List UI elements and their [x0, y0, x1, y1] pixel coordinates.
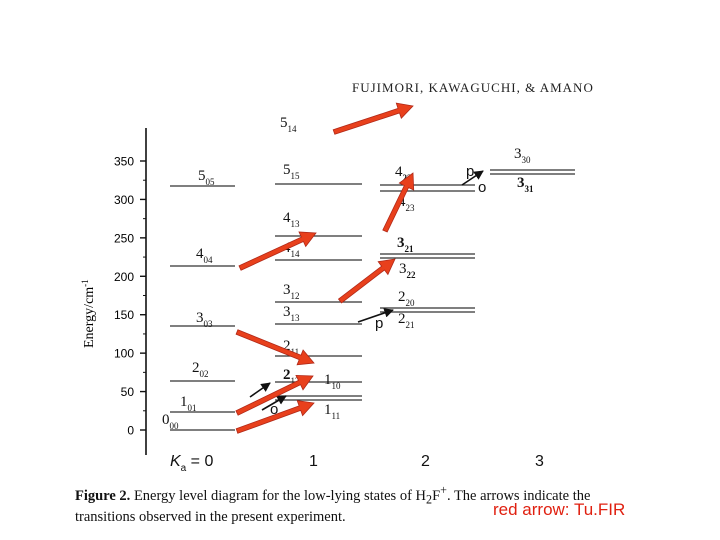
caption-sup: + [440, 483, 447, 497]
red-arrow-2 [235, 400, 315, 434]
y-tick-label-250: 250 [114, 231, 134, 245]
y-tick-label-100: 100 [114, 347, 134, 361]
level-label-3-31: 331 [517, 175, 534, 194]
level-label-3-30: 330 [514, 146, 531, 165]
level-label-2-12: 212 [283, 367, 300, 386]
branch-label-o-lower: o [270, 401, 278, 418]
red-arrow-group [235, 102, 415, 434]
black-arrow-o-k0-k1 [261, 395, 287, 411]
y-tick-label-0: 0 [127, 424, 134, 438]
caption-mid: F [432, 487, 441, 504]
level-label-3-21: 321 [397, 235, 414, 254]
ka-axis-label: Ka = 0 [170, 453, 213, 474]
ka-value-3: 3 [535, 453, 544, 470]
level-label-5-14: 514 [280, 115, 297, 134]
level-label-3-03: 303 [196, 310, 213, 329]
level-label-3-12: 312 [283, 282, 300, 301]
figure-label: Figure 2. [75, 487, 131, 504]
level-label-5-15: 515 [283, 162, 300, 181]
level-label-2-21: 221 [398, 311, 415, 330]
level-label-1-11: 111 [324, 402, 340, 421]
y-axis-ticks: 350 300 250 200 150 100 50 0 [114, 155, 146, 438]
red-arrow-5 [332, 102, 414, 135]
level-label-1-01: 101 [180, 394, 197, 413]
level-label-2-11: 211 [283, 338, 299, 357]
branch-label-o-upper: o [478, 179, 486, 196]
branch-label-p-upper: p [466, 163, 474, 180]
level-label-3-13: 313 [283, 304, 300, 323]
black-arrow-p-k0-k1 [249, 382, 271, 398]
red-arrow-6 [337, 258, 396, 304]
level-label-5-05: 505 [198, 168, 215, 187]
red-arrow-note: red arrow: Tu.FIR [493, 500, 626, 519]
ka-value-2: 2 [421, 453, 430, 470]
level-label-0-00: 000 [162, 412, 179, 431]
level-label-4-13: 413 [283, 210, 300, 229]
caption-text-1: Energy level diagram for the low-lying s… [130, 487, 427, 504]
caption-text-2: . The arrows indicate the transitions ob… [75, 487, 591, 525]
y-tick-label-300: 300 [114, 193, 134, 207]
y-tick-label-50: 50 [121, 385, 135, 399]
red-arrow-3 [235, 329, 315, 366]
branch-label-p-middle: p [375, 315, 383, 332]
black-arrow-p-k1-k2 [357, 308, 394, 323]
level-label-1-10: 110 [324, 372, 341, 391]
level-label-2-20: 220 [398, 289, 415, 308]
y-tick-label-350: 350 [114, 155, 134, 169]
y-tick-label-150: 150 [114, 308, 134, 322]
red-arrow-1 [235, 374, 314, 416]
red-arrow-4 [238, 231, 317, 271]
caption-sub: 2 [426, 492, 433, 507]
level-label-2-02: 202 [192, 360, 209, 379]
figure-caption: Figure 2. Energy level diagram for the l… [75, 482, 635, 526]
ka-value-1: 1 [309, 453, 318, 470]
level-label-3-22: 322 [399, 261, 416, 280]
page-header: FUJIMORI, KAWAGUCHI, & AMANO [352, 80, 594, 95]
y-tick-label-200: 200 [114, 270, 134, 284]
y-axis-label: Energy/cm-1 [80, 279, 97, 348]
red-arrow-7 [382, 172, 415, 233]
black-arrow-p-k2-k3 [461, 170, 484, 186]
level-label-4-04: 404 [196, 246, 213, 265]
